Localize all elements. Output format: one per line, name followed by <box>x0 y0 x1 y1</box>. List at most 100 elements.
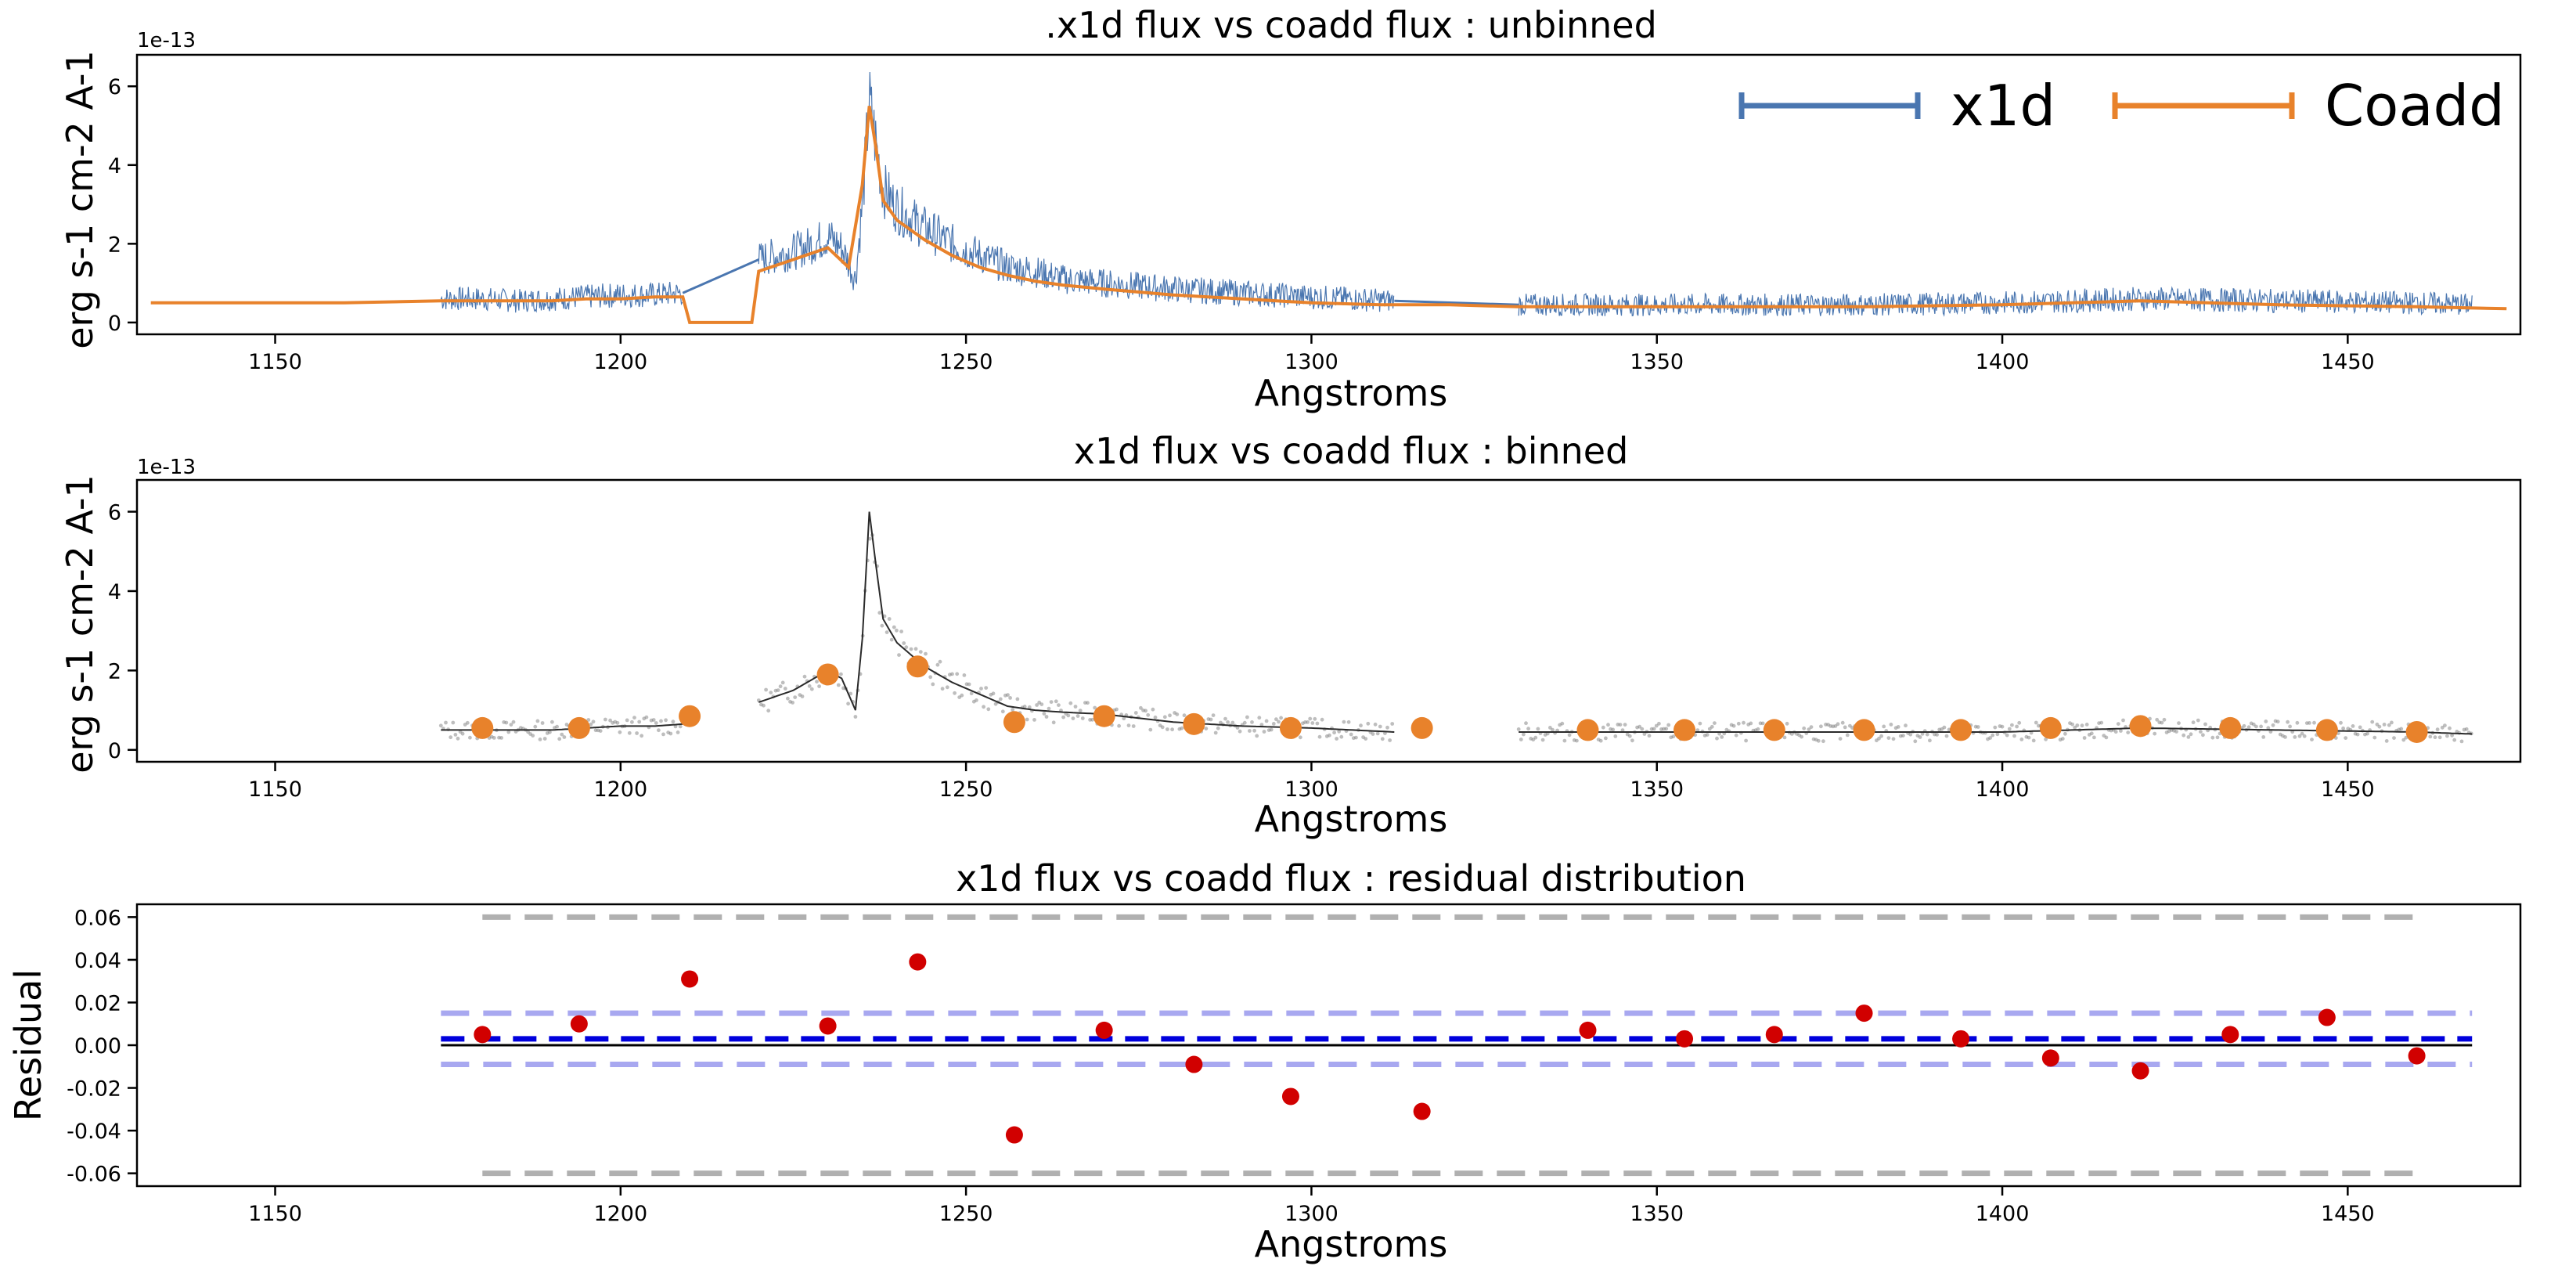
binned-scatter-point <box>1337 729 1342 734</box>
binned-scatter-point <box>836 683 841 687</box>
binned-scatter-point <box>1133 711 1138 715</box>
binned-point <box>906 655 929 678</box>
binned-scatter-point <box>1705 733 1710 737</box>
binned-scatter-point <box>998 697 1003 702</box>
binned-scatter-point <box>1575 738 1579 743</box>
binned-scatter-point <box>2278 732 2282 737</box>
binned-scatter-point <box>1324 734 1329 738</box>
binned-scatter-point <box>1548 726 1552 730</box>
binned-scatter-point <box>1298 735 1302 740</box>
binned-scatter-point <box>2266 726 2271 730</box>
binned-scatter-point <box>1025 717 1029 722</box>
binned-scatter-point <box>1976 725 1980 729</box>
binned-scatter-point <box>1351 736 1356 741</box>
binned-scatter-point <box>791 701 794 705</box>
binned-scatter-point <box>1572 738 1576 742</box>
unbinned-x-tick-label: 1450 <box>2321 350 2375 374</box>
binned-x-tick-label: 1350 <box>1630 777 1684 802</box>
binned-scatter-point <box>945 685 949 690</box>
binned-scatter-point <box>1083 701 1087 705</box>
residual-title: x1d flux vs coadd flux : residual distri… <box>956 857 1746 900</box>
binned-scatter-point <box>1066 713 1071 718</box>
binned-scatter-point <box>884 630 889 634</box>
binned-scatter-point <box>1908 732 1913 737</box>
binned-scatter-point <box>557 737 562 741</box>
binned-scatter-point <box>1366 721 1371 726</box>
binned-scatter-point <box>1758 721 1763 726</box>
binned-scatter-point <box>2157 720 2162 725</box>
unbinned-x-label: Angstroms <box>1255 372 1448 414</box>
residual-series-layer <box>441 914 2473 1177</box>
binned-scatter-point <box>2433 735 2437 740</box>
binned-scatter-point <box>2084 723 2089 727</box>
residual-x-tick-label: 1400 <box>1976 1202 2030 1226</box>
binned-scatter-point <box>2191 720 2196 725</box>
binned-scatter-point <box>955 672 960 676</box>
binned-scatter-point <box>1814 738 1818 742</box>
unbinned-axes-frame <box>135 53 2522 336</box>
binned-scatter-point <box>2000 724 2005 729</box>
binned-scatter-point <box>1057 703 1061 707</box>
binned-scatter-point <box>1560 721 1565 726</box>
unbinned-series-layer <box>150 71 2507 324</box>
residual-point <box>1095 1021 1113 1039</box>
residual-y-tick-label: 0.06 <box>74 906 121 930</box>
binned-scatter-point <box>1625 732 1630 737</box>
binned-scatter-point <box>2355 732 2360 737</box>
binned-scatter-point <box>1529 737 1533 741</box>
binned-scatter-point <box>1630 738 1634 743</box>
unbinned-y-tick-label: 4 <box>108 154 121 179</box>
binned-scatter-point <box>1122 716 1126 721</box>
binned-scatter-point <box>1160 725 1165 730</box>
unbinned-x-tick-label: 1150 <box>248 350 302 374</box>
binned-scatter-point <box>1117 723 1121 728</box>
binned-scatter-point <box>2464 727 2469 731</box>
binned-scatter-point <box>1635 725 1640 730</box>
binned-point <box>816 663 839 686</box>
residual-y-tick-label: -0.02 <box>67 1077 121 1102</box>
binned-scatter-point <box>1388 738 1392 742</box>
binned-scatter-point <box>868 536 872 541</box>
binned-scatter-point <box>1843 725 1847 730</box>
residual-point <box>1413 1102 1431 1120</box>
binned-scatter-point <box>887 617 892 621</box>
binned-scatter-point <box>938 659 942 664</box>
binned-scatter-point <box>1828 724 1833 728</box>
binned-scatter-point <box>1782 735 1787 740</box>
binned-scatter-point <box>1349 732 1353 737</box>
binned-point <box>471 716 494 739</box>
binned-scatter-point <box>1262 730 1266 734</box>
binned-scatter-point <box>1886 736 1891 740</box>
binned-scatter-point <box>766 709 771 713</box>
binned-scatter-point <box>918 650 923 654</box>
binned-y-tick-label: 4 <box>108 580 121 604</box>
binned-scatter-point <box>560 732 564 737</box>
binned-scatter-point <box>2264 720 2268 723</box>
binned-scatter-point <box>611 720 615 725</box>
binned-scatter-point <box>2344 736 2348 740</box>
binned-scatter-point <box>979 687 983 691</box>
binned-scatter-point <box>2012 734 2016 738</box>
binned-scatter-point <box>1153 715 1158 720</box>
binned-scatter-point <box>465 720 470 725</box>
binned-scatter-point <box>1918 735 1922 739</box>
binned-scatter-point <box>780 680 785 685</box>
binned-scatter-point <box>504 720 509 725</box>
binned-scatter-point <box>1266 728 1271 732</box>
binned-point <box>2039 716 2062 739</box>
binned-point <box>2405 720 2428 743</box>
residual-x-ticks: 1150 1200 1250 1300 1350 1400 1450 <box>248 1186 2375 1226</box>
binned-scatter-point <box>1734 733 1738 738</box>
binned-scatter-point <box>644 715 649 720</box>
binned-scatter-point <box>1042 712 1047 716</box>
residual-y-tick-label: -0.06 <box>67 1163 121 1187</box>
binned-scatter-point <box>1531 738 1536 742</box>
binned-scatter-point <box>1335 737 1338 741</box>
binned-scatter-point <box>550 720 554 724</box>
binned-scatter-point <box>528 732 532 736</box>
binned-scatter-point <box>1213 730 1218 735</box>
binned-scatter-point <box>642 716 647 721</box>
binned-scatter-point <box>627 730 632 735</box>
binned-scatter-point <box>499 736 503 740</box>
binned-scatter-point <box>1216 726 1220 730</box>
